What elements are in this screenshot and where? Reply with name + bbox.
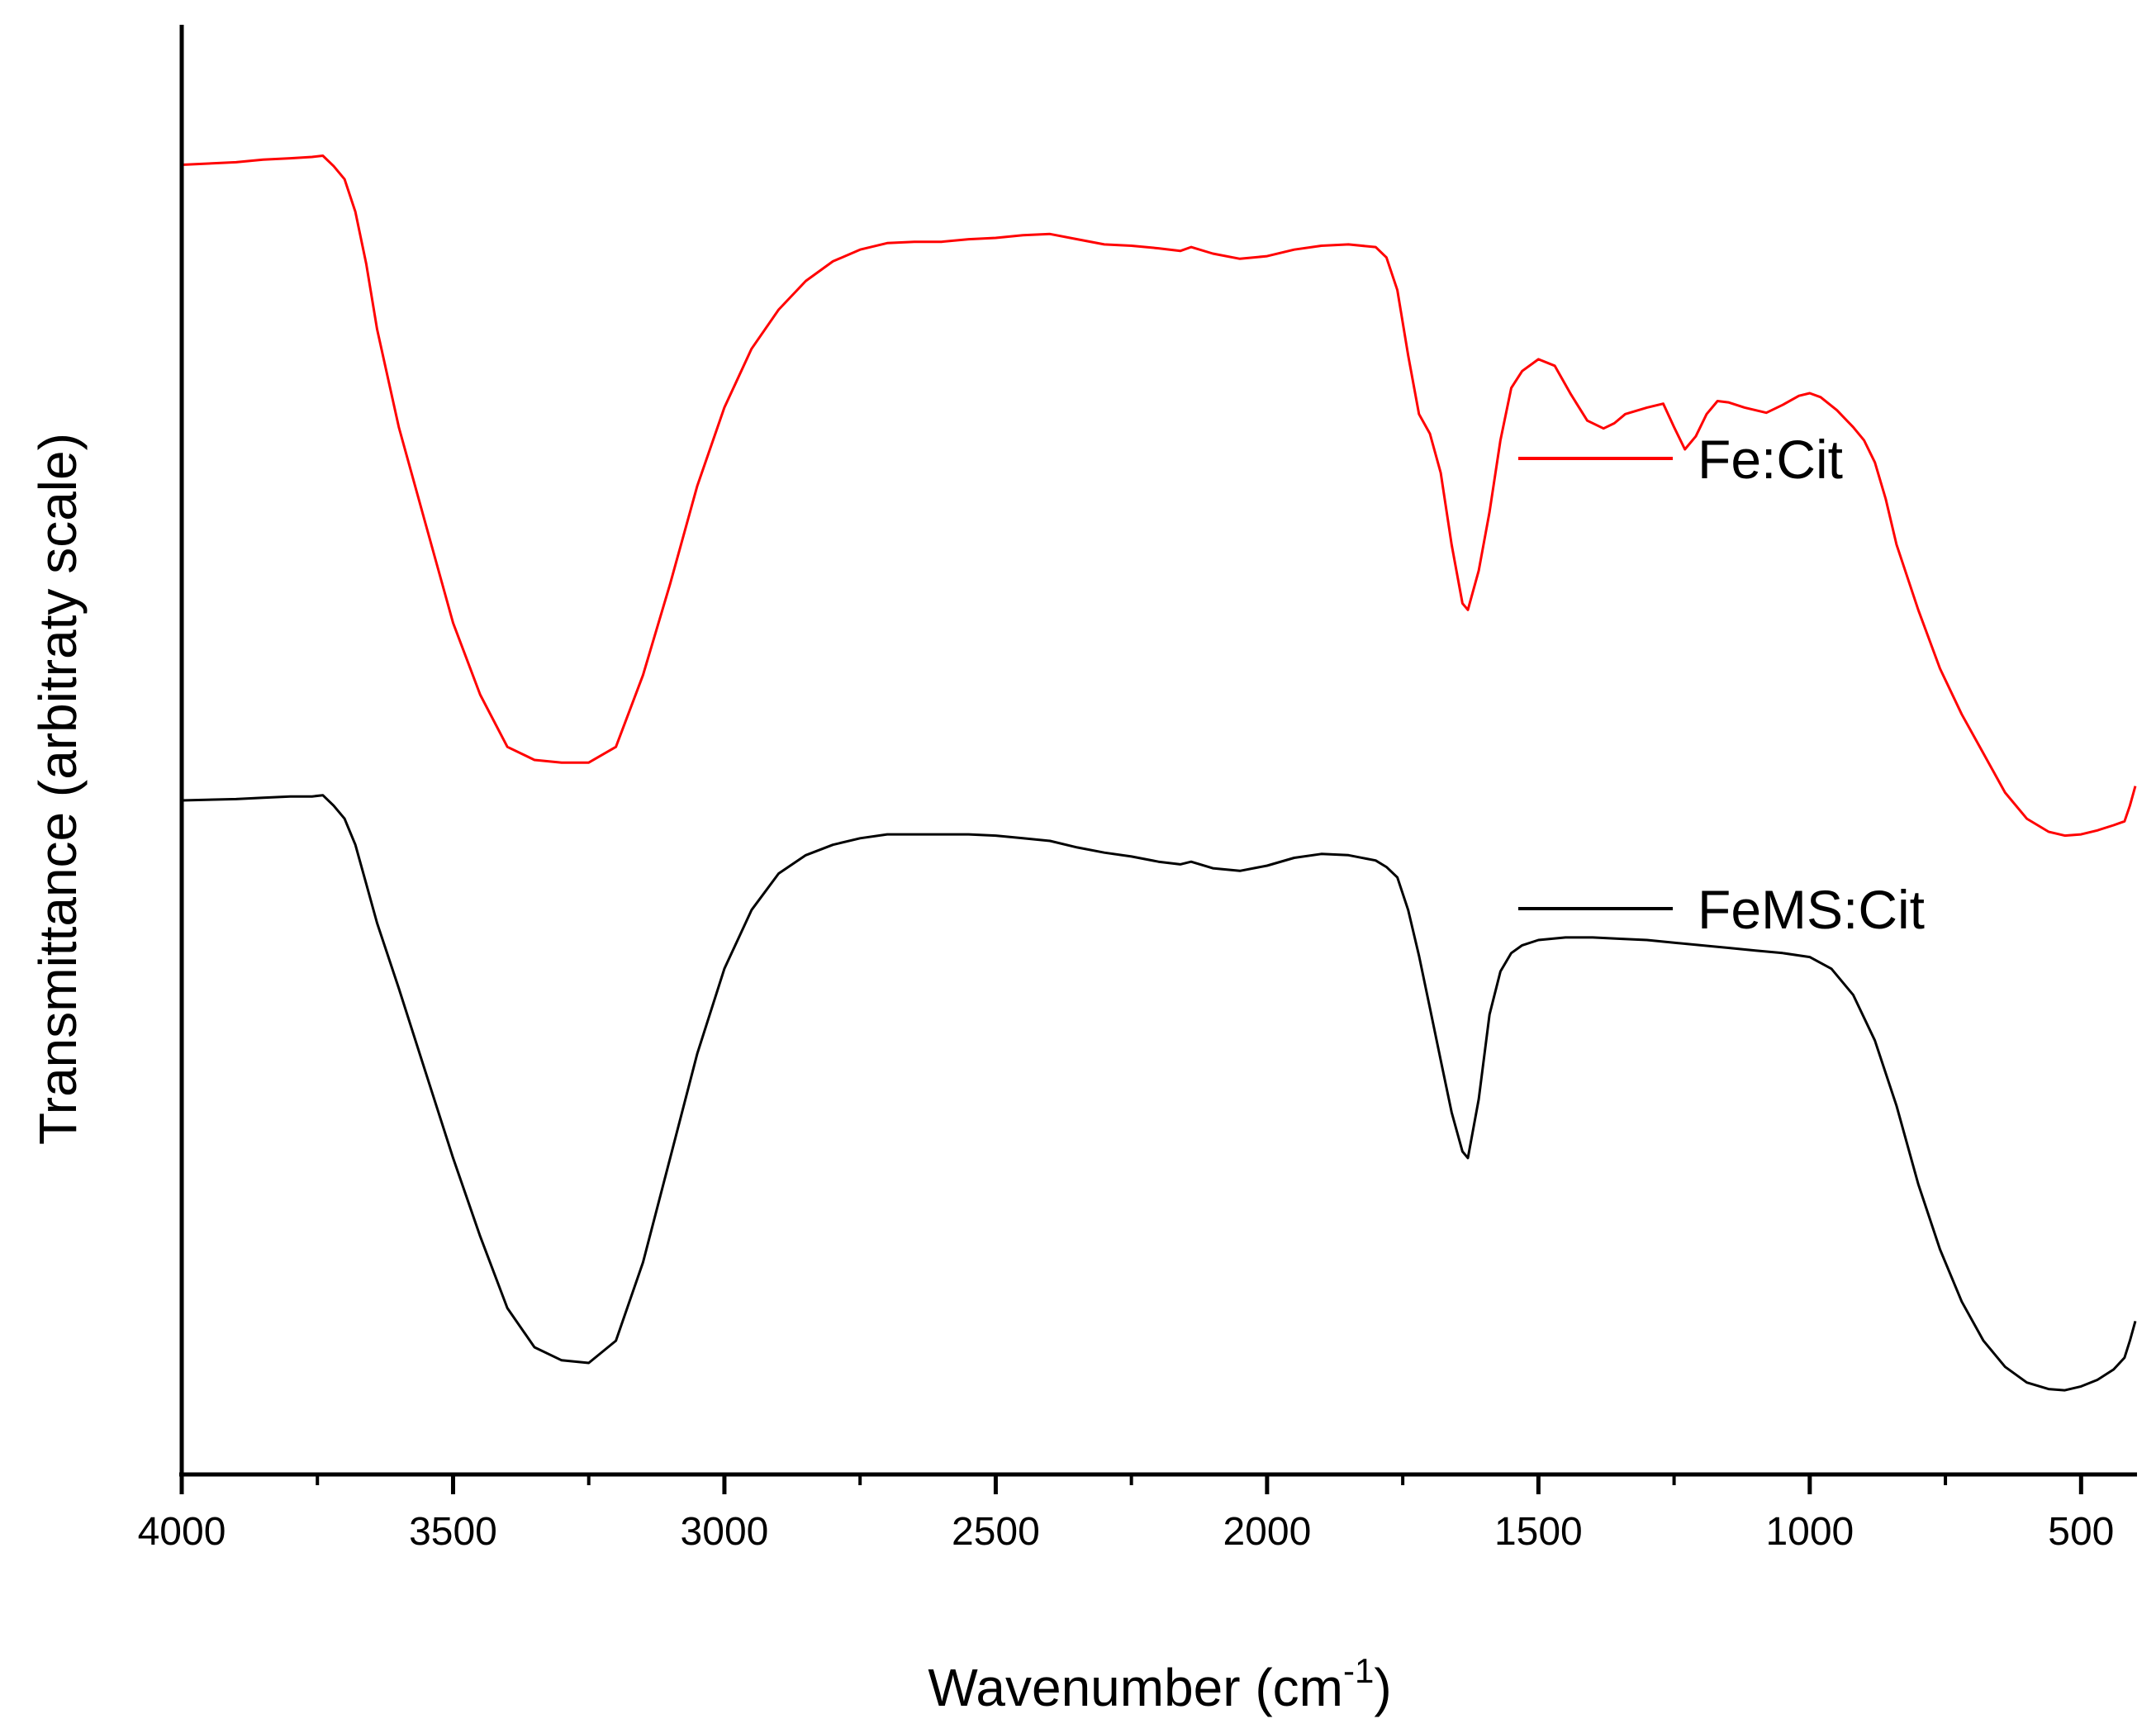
x-tick-label: 3000 xyxy=(681,1510,769,1554)
x-tick-label: 4000 xyxy=(138,1510,226,1554)
series-line-fems-cit xyxy=(181,794,2137,1392)
x-tick-label: 500 xyxy=(2048,1510,2114,1554)
axes xyxy=(179,25,2137,1477)
x-tick-label: 1500 xyxy=(1494,1510,1583,1554)
x-tick-label: 1000 xyxy=(1765,1510,1854,1554)
legend: Fe:Cit FeMS:Cit xyxy=(1518,429,1925,940)
x-tick-label: 2000 xyxy=(1223,1510,1311,1554)
x-ticks: 4000 3500 3000 2500 2000 1500 1000 500 xyxy=(138,1474,2114,1554)
legend-label-fe-cit: Fe:Cit xyxy=(1698,429,1843,490)
x-tick-label: 3500 xyxy=(409,1510,497,1554)
legend-label-fems-cit: FeMS:Cit xyxy=(1698,879,1925,940)
x-axis-title: Wavenumber (cm-1) xyxy=(928,1651,1391,1717)
series-line-fe-cit xyxy=(181,154,2137,838)
x-tick-label: 2500 xyxy=(952,1510,1040,1554)
series-group xyxy=(181,154,2137,1392)
y-axis-title: Transmittance (arbitraty scale) xyxy=(28,433,88,1145)
x-axis-title-superscript: -1 xyxy=(1343,1651,1374,1690)
